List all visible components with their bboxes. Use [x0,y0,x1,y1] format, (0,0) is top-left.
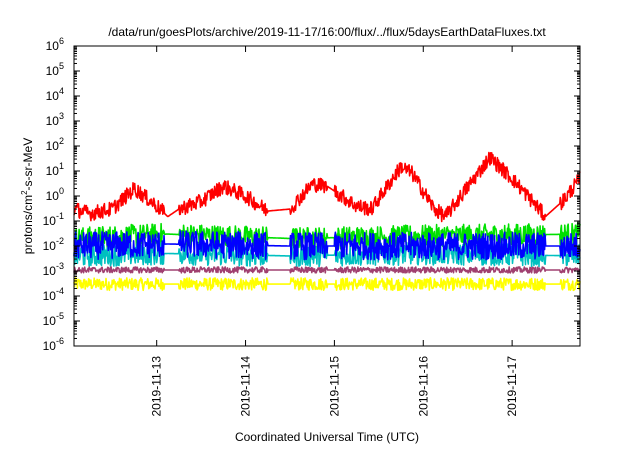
series-line [73,277,581,292]
y-tick-label: 105 [46,61,64,78]
y-tick-label: 10-1 [43,211,64,228]
y-tick-label: 103 [46,111,64,128]
x-tick-label: 2019-11-13 [150,356,164,417]
x-tick-label: 2019-11-16 [416,356,430,417]
y-tick-label: 102 [46,136,64,153]
y-tick-label: 10-6 [43,336,64,353]
y-tick-label: 106 [46,36,64,53]
y-axis-label-prefix: protons/cm [21,195,35,254]
y-tick-label: 101 [46,161,64,178]
chart-title: /data/run/goesPlots/archive/2019-11-17/1… [108,25,546,39]
x-tick-label: 2019-11-17 [505,356,519,417]
y-axis-label-sup: 2 [20,190,29,195]
series-layer [73,151,581,292]
x-tick-label: 2019-11-14 [239,356,253,417]
plot-frame [73,45,581,347]
y-axis-label-suffix: -s-sr-MeV [21,138,35,191]
x-tick-label: 2019-11-15 [327,356,341,417]
y-axis-label: protons/cm2-s-sr-MeV [20,138,35,254]
y-tick-label: 10-3 [43,261,64,278]
y-tick-label: 10-5 [43,311,64,328]
y-tick-label: 10-4 [43,286,64,303]
y-tick-label: 100 [46,186,64,203]
y-tick-label: 10-2 [43,236,64,253]
x-axis-label: Coordinated Universal Time (UTC) [235,430,419,444]
series-line [73,230,581,261]
series-line [73,266,581,274]
axes-layer: 10-6 10-5 10-4 10-3 10-2 10-1 100 101 102 103 104 1… [43,36,580,417]
series-line [73,151,581,223]
y-tick-label: 104 [46,86,64,103]
